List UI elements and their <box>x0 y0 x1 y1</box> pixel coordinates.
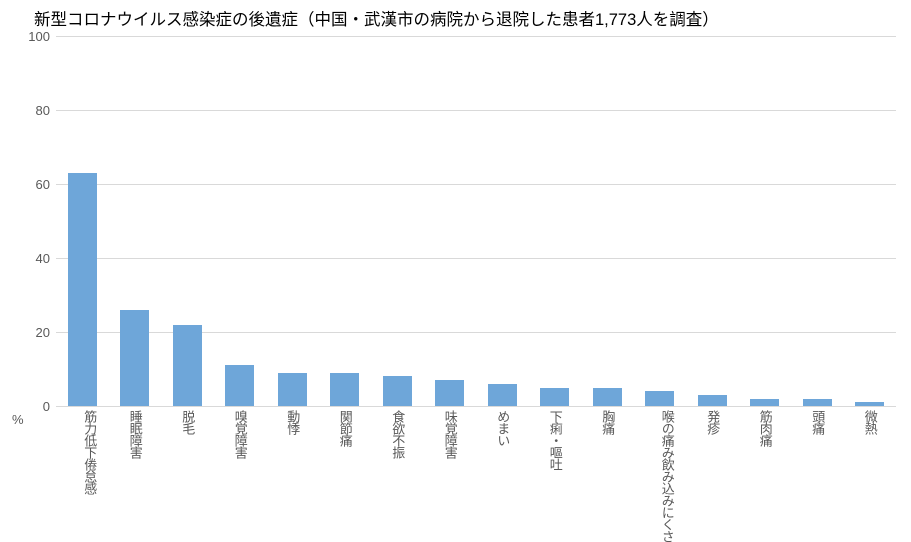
x-tick-label: 脱毛 <box>180 406 194 434</box>
covid-sequelae-chart: 新型コロナウイルス感染症の後遺症（中国・武漢市の病院から退院した患者1,773人… <box>0 0 911 516</box>
bar <box>645 391 674 406</box>
y-tick-label: 100 <box>10 29 50 44</box>
gridline <box>56 36 896 37</box>
y-tick-label: 40 <box>10 251 50 266</box>
x-tick-label: 嗅覚障害 <box>233 406 247 458</box>
x-tick-label: 筋力低下倦怠感 <box>68 406 96 494</box>
bar <box>803 399 832 406</box>
bar <box>173 325 202 406</box>
bar <box>330 373 359 406</box>
bar <box>435 380 464 406</box>
x-tick-label: 頭痛 <box>810 406 824 434</box>
gridline <box>56 184 896 185</box>
plot-area: 筋力低下倦怠感睡眠障害脱毛嗅覚障害動悸関節痛食欲不振味覚障害めまい下痢・嘔吐胸痛… <box>56 36 896 406</box>
bar <box>540 388 569 407</box>
bar <box>750 399 779 406</box>
x-tick-label: 胸痛 <box>600 406 614 434</box>
x-tick-label: 微熱 <box>863 406 877 434</box>
x-tick-label: めまい <box>495 406 509 446</box>
x-tick-label: 関節痛 <box>338 406 352 446</box>
y-tick-label: 20 <box>10 325 50 340</box>
bar <box>698 395 727 406</box>
x-tick-label: 喉の痛み飲み込みにくさ <box>646 406 674 542</box>
x-tick-label: 食欲不振 <box>390 406 404 458</box>
y-tick-label: 80 <box>10 103 50 118</box>
bar <box>225 365 254 406</box>
bar <box>120 310 149 406</box>
x-tick-label: 味覚障害 <box>443 406 457 458</box>
x-tick-label: 動悸 <box>285 406 299 434</box>
x-tick-label: 下痢・嘔吐 <box>548 406 562 470</box>
x-tick-label: 筋肉痛 <box>758 406 772 446</box>
gridline <box>56 258 896 259</box>
chart-title: 新型コロナウイルス感染症の後遺症（中国・武漢市の病院から退院した患者1,773人… <box>34 6 719 30</box>
bar <box>383 376 412 406</box>
y-axis-unit: % <box>12 412 24 427</box>
gridline <box>56 110 896 111</box>
bar <box>278 373 307 406</box>
bar <box>488 384 517 406</box>
y-tick-label: 60 <box>10 177 50 192</box>
x-tick-label: 発疹 <box>705 406 719 434</box>
bar <box>593 388 622 407</box>
bar <box>68 173 97 406</box>
x-tick-label: 睡眠障害 <box>128 406 142 458</box>
